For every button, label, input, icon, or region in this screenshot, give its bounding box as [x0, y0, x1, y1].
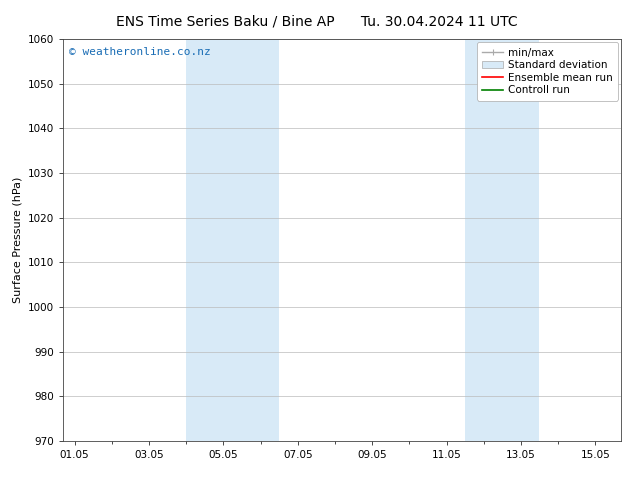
Bar	[186, 39, 279, 441]
Y-axis label: Surface Pressure (hPa): Surface Pressure (hPa)	[13, 177, 23, 303]
Bar	[465, 39, 540, 441]
Text: ENS Time Series Baku / Bine AP      Tu. 30.04.2024 11 UTC: ENS Time Series Baku / Bine AP Tu. 30.04…	[116, 15, 518, 29]
Legend: min/max, Standard deviation, Ensemble mean run, Controll run: min/max, Standard deviation, Ensemble me…	[477, 42, 618, 100]
Text: © weatheronline.co.nz: © weatheronline.co.nz	[69, 47, 210, 57]
